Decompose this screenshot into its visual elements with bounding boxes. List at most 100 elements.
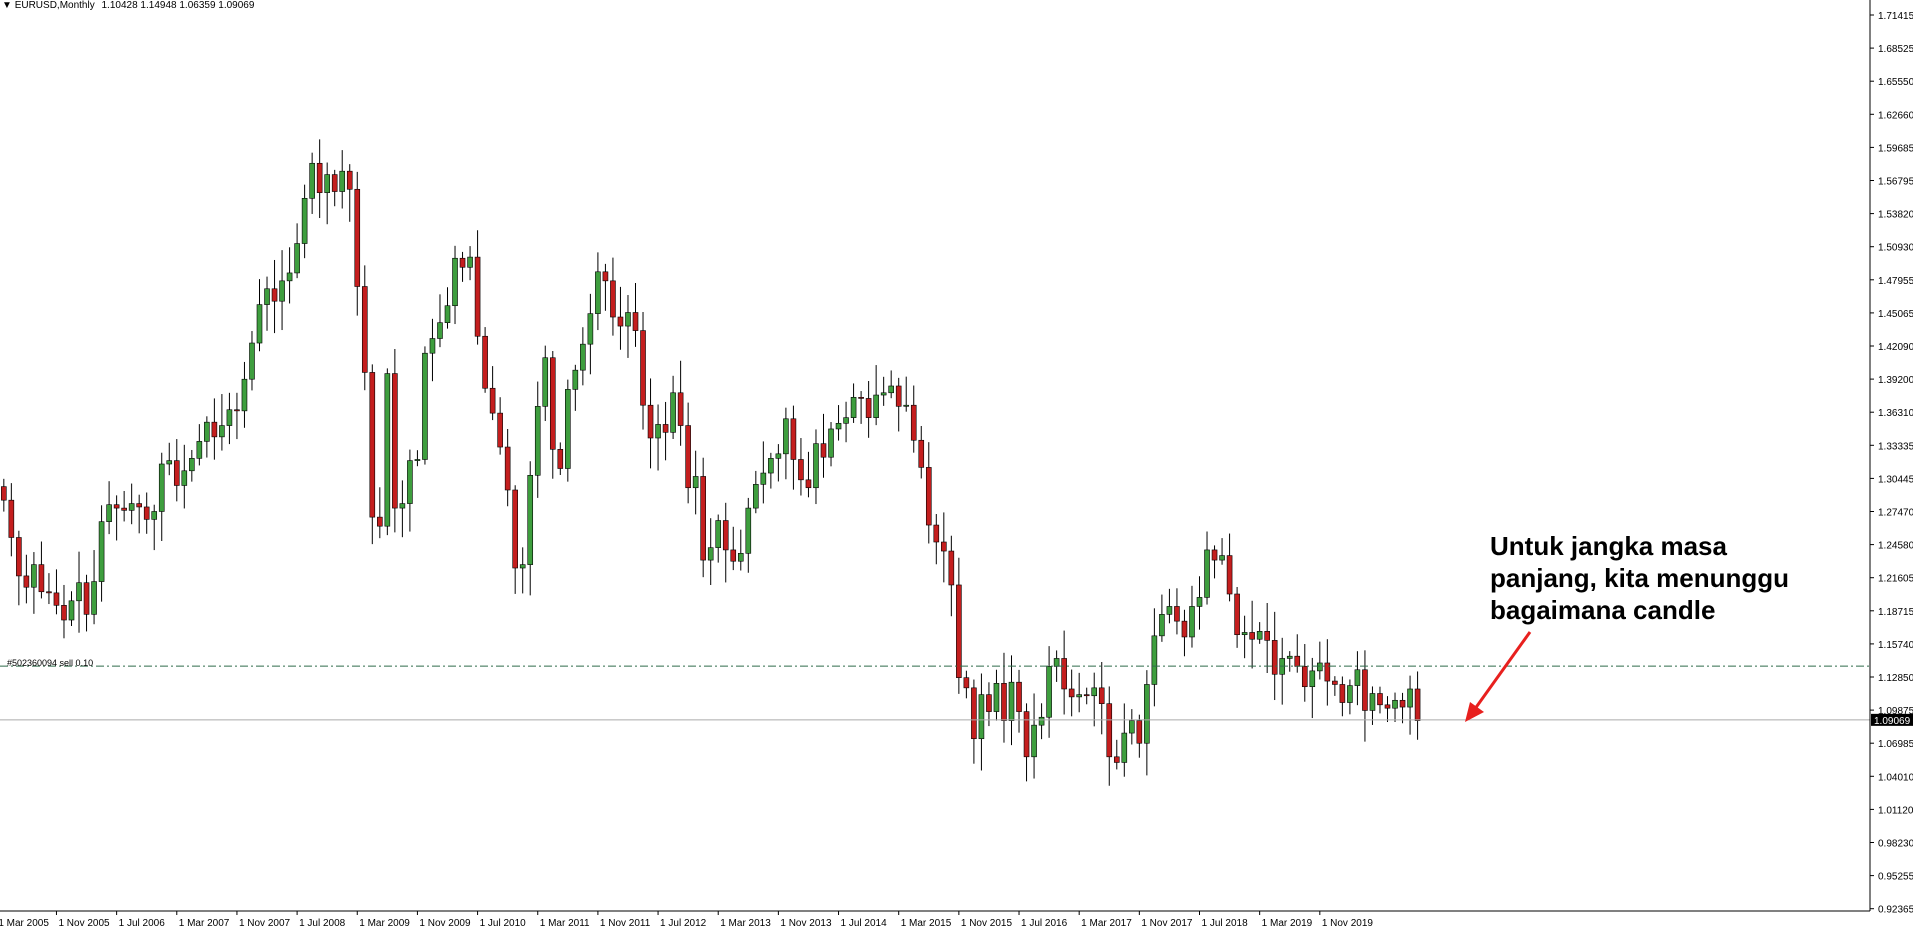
y-tick-label: 0.98230 xyxy=(1878,839,1913,850)
candle xyxy=(429,318,436,382)
candle xyxy=(106,481,112,535)
candle xyxy=(993,669,1000,721)
bull-candle-body xyxy=(1317,662,1323,672)
y-tick-label: 1.71415 xyxy=(1878,11,1913,22)
candle xyxy=(452,245,458,325)
candle xyxy=(324,162,330,225)
bull-candle-body xyxy=(1309,670,1316,688)
candle xyxy=(399,480,406,538)
bear-candle-body xyxy=(474,256,481,337)
bull-candle-body xyxy=(407,460,413,504)
bull-candle-body xyxy=(715,520,722,548)
candle xyxy=(715,514,722,563)
candle xyxy=(384,368,391,536)
candle xyxy=(692,450,699,515)
dropdown-triangle-icon[interactable]: ▼ xyxy=(2,0,12,11)
bull-candle-body xyxy=(835,422,842,430)
bear-candle-body xyxy=(1016,681,1022,712)
y-tick-label: 1.27470 xyxy=(1878,508,1913,519)
y-tick-label: 1.33335 xyxy=(1878,441,1913,452)
bull-candle-body xyxy=(707,547,714,561)
candle xyxy=(1347,679,1353,715)
trade-line-label[interactable]: #502360094 sell 0.10 xyxy=(7,658,94,668)
candle xyxy=(1174,588,1180,635)
candle xyxy=(279,250,285,331)
candle xyxy=(1023,703,1030,782)
candle xyxy=(813,429,819,505)
candle xyxy=(873,365,879,426)
x-tick-label: 1 Nov 2017 xyxy=(1141,918,1193,929)
bull-candle-body xyxy=(158,463,165,512)
candle xyxy=(933,514,940,565)
candle xyxy=(925,442,932,544)
x-tick-label: 1 Jul 2008 xyxy=(299,918,346,929)
bear-candle-body xyxy=(113,504,120,509)
candle xyxy=(1196,576,1203,630)
bear-candle-body xyxy=(8,499,15,538)
bull-candle-body xyxy=(1046,666,1052,718)
bull-candle-body xyxy=(768,458,774,474)
bull-candle-body xyxy=(850,396,857,418)
candle xyxy=(572,364,579,411)
bull-candle-body xyxy=(309,162,315,199)
candle xyxy=(918,425,925,479)
bear-candle-body xyxy=(121,507,127,511)
candle xyxy=(1076,672,1082,713)
candle xyxy=(670,375,676,439)
bear-candle-body xyxy=(211,421,218,438)
candle xyxy=(369,364,376,545)
bull-candle-body xyxy=(978,694,985,740)
candle xyxy=(1286,651,1293,672)
candle xyxy=(1189,585,1195,648)
candle xyxy=(820,413,827,478)
candle xyxy=(1091,672,1098,727)
bear-candle-body xyxy=(1174,606,1180,622)
candle xyxy=(113,495,120,541)
y-tick-label: 1.68525 xyxy=(1878,44,1913,55)
candle xyxy=(1256,622,1263,644)
bull-candle-body xyxy=(279,280,285,302)
candle xyxy=(1113,739,1120,770)
candle xyxy=(895,377,902,432)
bear-candle-body xyxy=(617,316,624,327)
bull-candle-body xyxy=(519,564,526,569)
bear-candle-body xyxy=(798,459,804,481)
candle xyxy=(482,327,488,393)
bear-candle-body xyxy=(557,449,564,469)
candle xyxy=(910,385,917,453)
x-tick-label: 1 Mar 2015 xyxy=(901,918,952,929)
bull-candle-body xyxy=(1392,699,1398,709)
candle xyxy=(91,550,97,625)
bull-candle-body xyxy=(1091,687,1098,697)
candle xyxy=(655,404,661,471)
bull-candle-body xyxy=(1354,669,1361,686)
candle xyxy=(625,295,631,358)
candle xyxy=(737,529,744,571)
candle xyxy=(1392,692,1398,722)
candle xyxy=(1264,603,1270,674)
candle xyxy=(422,346,428,465)
bear-candle-body xyxy=(941,541,947,552)
candle xyxy=(843,401,849,443)
candle xyxy=(587,293,594,375)
candle xyxy=(647,378,654,469)
candle xyxy=(956,557,962,694)
bull-candle-body xyxy=(595,271,601,314)
bear-candle-body xyxy=(1324,662,1331,682)
candle xyxy=(835,405,842,441)
candle xyxy=(595,252,601,331)
candle xyxy=(271,259,278,334)
candle xyxy=(1144,670,1150,776)
bear-candle-body xyxy=(632,312,639,331)
bull-candle-body xyxy=(1241,632,1248,636)
candle xyxy=(226,392,233,445)
bull-candle-body xyxy=(745,507,752,554)
candle xyxy=(783,407,789,480)
candle xyxy=(151,504,158,551)
bear-candle-body xyxy=(497,412,503,448)
bull-candle-body xyxy=(196,441,203,459)
bull-candle-body xyxy=(1151,635,1158,685)
candle xyxy=(316,139,323,219)
bull-candle-body xyxy=(422,352,428,460)
